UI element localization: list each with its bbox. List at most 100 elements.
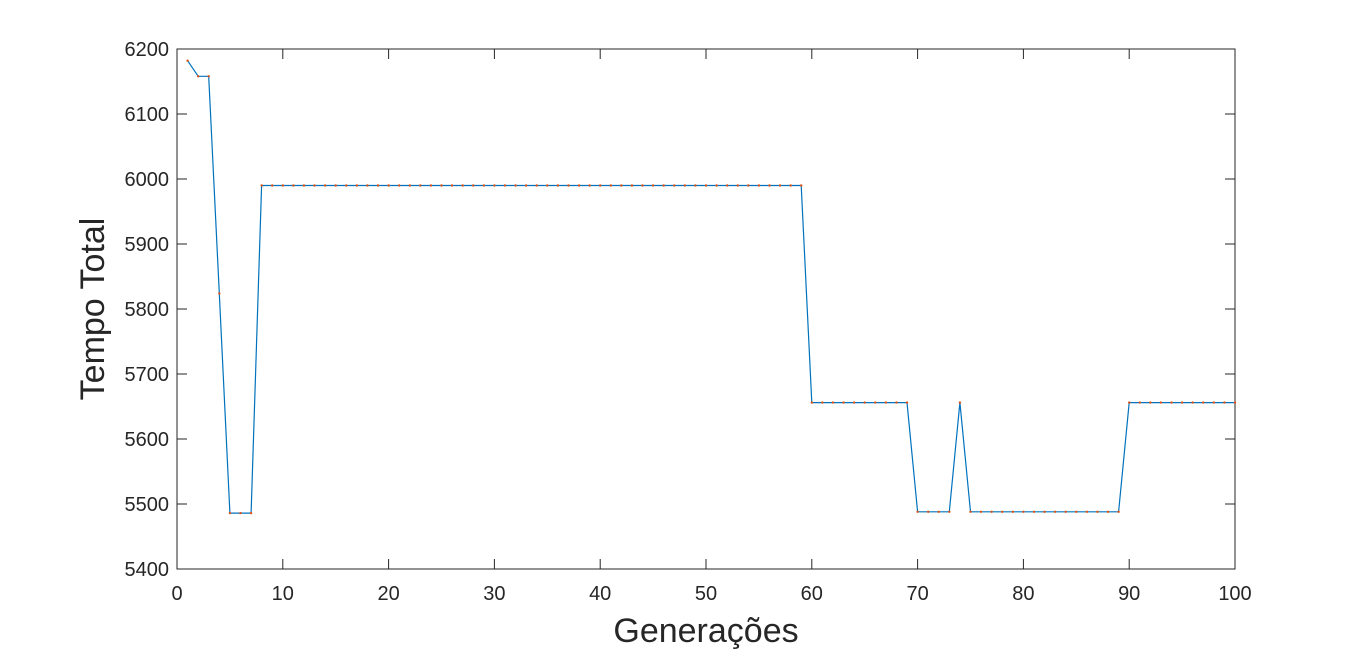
x-tick-label: 10	[272, 583, 294, 605]
data-point	[725, 184, 729, 187]
x-axis-label: Generações	[613, 612, 798, 650]
y-tick-label: 5600	[125, 429, 170, 451]
data-point	[937, 510, 940, 513]
data-point	[546, 184, 549, 187]
data-point	[345, 184, 348, 187]
data-point	[271, 184, 274, 187]
y-tick-label: 6200	[125, 39, 170, 61]
data-point	[1022, 510, 1025, 513]
data-point	[630, 184, 634, 187]
data-point	[694, 184, 697, 187]
y-tick-label: 5500	[125, 494, 170, 516]
data-point	[895, 401, 898, 404]
data-point	[958, 401, 962, 404]
data-point	[397, 184, 401, 187]
data-point	[715, 184, 718, 187]
data-point	[1053, 510, 1057, 513]
x-axis-ticks: 0 10 20 30 40 50 60 70 80 90 100	[171, 49, 1252, 605]
data-point	[1011, 510, 1015, 513]
data-point	[323, 184, 327, 187]
data-point	[673, 184, 676, 187]
data-point	[292, 184, 295, 187]
data-point	[609, 184, 612, 187]
data-point	[366, 184, 369, 187]
data-point	[260, 184, 263, 187]
data-point	[662, 184, 665, 187]
data-point	[535, 184, 538, 187]
data-point	[651, 184, 655, 187]
data-point	[1223, 401, 1226, 404]
data-point	[1138, 401, 1141, 404]
data-point	[450, 184, 454, 187]
data-point	[599, 184, 602, 187]
data-point	[810, 401, 813, 404]
data-point	[1085, 510, 1089, 513]
x-tick-label: 60	[801, 583, 823, 605]
data-point	[461, 184, 464, 187]
data-point	[1043, 510, 1046, 513]
data-point	[704, 184, 708, 187]
data-point	[334, 184, 337, 187]
data-point	[524, 184, 528, 187]
data-point	[440, 184, 443, 187]
data-point	[768, 184, 771, 187]
data-point	[874, 401, 877, 404]
data-point	[778, 184, 782, 187]
x-tick-label: 70	[906, 583, 928, 605]
y-tick-label: 5400	[125, 559, 170, 581]
y-axis-ticks: 5400 5500 5600 5700 5800 5900 6000 6100 6200	[125, 39, 1235, 581]
y-tick-label: 5800	[125, 299, 170, 321]
data-point	[1128, 401, 1131, 404]
data-point	[408, 184, 411, 187]
y-tick-label: 6100	[125, 104, 170, 126]
data-point	[1191, 401, 1194, 404]
data-point	[472, 184, 475, 187]
data-point	[281, 184, 284, 187]
data-point	[196, 75, 200, 78]
series-line	[187, 60, 1235, 514]
data-point	[1233, 401, 1237, 404]
y-tick-label: 6000	[125, 169, 170, 191]
data-point	[207, 75, 210, 78]
data-point	[387, 184, 390, 187]
plot-area	[176, 48, 1236, 570]
data-point	[842, 401, 845, 404]
data-point	[916, 510, 919, 513]
x-tick-label: 40	[589, 583, 611, 605]
data-point	[821, 401, 824, 404]
data-point	[302, 184, 306, 187]
data-point	[863, 401, 866, 404]
data-point	[556, 184, 560, 187]
data-point	[979, 510, 983, 513]
data-point	[1149, 401, 1152, 404]
data-point	[577, 184, 581, 187]
data-point	[800, 184, 803, 187]
data-point	[683, 184, 687, 187]
data-point	[313, 184, 316, 187]
data-point	[239, 511, 242, 515]
data-point	[1159, 401, 1163, 404]
data-point	[1001, 510, 1004, 513]
data-point	[1106, 510, 1110, 513]
data-point	[1096, 510, 1099, 513]
data-point	[926, 510, 930, 513]
data-point	[1117, 510, 1120, 513]
y-axis-label: Tempo Total	[74, 218, 112, 401]
data-point	[249, 511, 253, 515]
data-point	[990, 510, 993, 513]
data-point	[376, 184, 380, 187]
data-point	[736, 184, 739, 187]
data-point	[186, 59, 189, 62]
x-tick-label: 90	[1118, 583, 1140, 605]
x-tick-label: 20	[377, 583, 399, 605]
data-point	[884, 401, 888, 404]
data-point	[1202, 401, 1205, 404]
data-point	[1180, 401, 1184, 404]
data-point	[228, 511, 232, 515]
x-tick-label: 0	[171, 583, 182, 605]
x-tick-label: 80	[1012, 583, 1034, 605]
data-point	[905, 401, 909, 404]
data-point	[429, 184, 433, 187]
data-point	[852, 401, 856, 404]
